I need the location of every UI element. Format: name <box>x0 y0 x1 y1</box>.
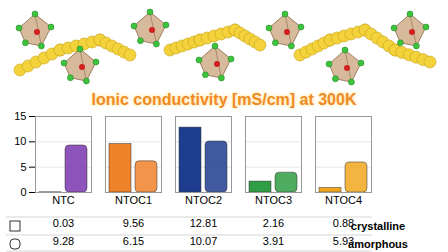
svg-text:2.16: 2.16 <box>263 217 284 229</box>
svg-text:crystalline: crystalline <box>351 220 405 232</box>
svg-text:5: 5 <box>20 161 26 173</box>
svg-text:15: 15 <box>14 110 26 122</box>
svg-text:6.15: 6.15 <box>123 235 144 247</box>
svg-text:NTC: NTC <box>52 194 75 206</box>
svg-text:NTOC1: NTOC1 <box>115 194 152 206</box>
svg-text:0: 0 <box>20 186 26 198</box>
svg-text:3.91: 3.91 <box>263 235 284 247</box>
svg-text:9.56: 9.56 <box>123 217 144 229</box>
svg-text:10: 10 <box>14 135 26 147</box>
svg-text:12.81: 12.81 <box>190 217 218 229</box>
svg-text:amorphous: amorphous <box>348 238 408 250</box>
svg-text:0.88: 0.88 <box>332 216 355 229</box>
svg-text:9.28: 9.28 <box>53 235 74 247</box>
svg-text:10.07: 10.07 <box>190 235 218 247</box>
html-text:Ionic conductivity [mS/cm] at: Ionic conductivity [mS/cm] at 300K <box>91 91 357 108</box>
svg-text:NTOC3: NTOC3 <box>255 194 292 206</box>
svg-text:0.03: 0.03 <box>53 217 74 229</box>
svg-text:NTOC2: NTOC2 <box>185 194 222 206</box>
svg-text:5.93: 5.93 <box>332 234 355 247</box>
svg-text:NTOC4: NTOC4 <box>325 194 362 206</box>
